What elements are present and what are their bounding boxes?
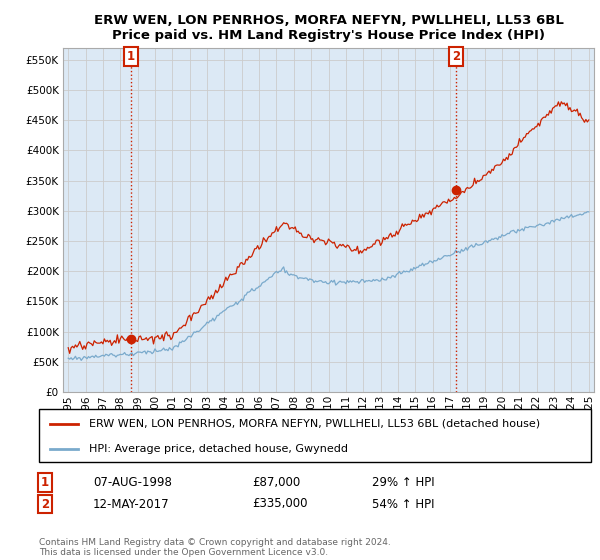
Text: ERW WEN, LON PENRHOS, MORFA NEFYN, PWLLHELI, LL53 6BL (detached house): ERW WEN, LON PENRHOS, MORFA NEFYN, PWLLH…: [89, 419, 540, 429]
Text: 2: 2: [41, 497, 49, 511]
Text: HPI: Average price, detached house, Gwynedd: HPI: Average price, detached house, Gwyn…: [89, 444, 347, 454]
Text: 1: 1: [41, 476, 49, 489]
Text: 12-MAY-2017: 12-MAY-2017: [93, 497, 170, 511]
Text: £87,000: £87,000: [252, 476, 300, 489]
Text: 2: 2: [452, 50, 460, 63]
Title: ERW WEN, LON PENRHOS, MORFA NEFYN, PWLLHELI, LL53 6BL
Price paid vs. HM Land Reg: ERW WEN, LON PENRHOS, MORFA NEFYN, PWLLH…: [94, 14, 563, 42]
Text: £335,000: £335,000: [252, 497, 308, 511]
FancyBboxPatch shape: [39, 409, 591, 462]
Text: 1: 1: [127, 50, 135, 63]
Text: 29% ↑ HPI: 29% ↑ HPI: [372, 476, 434, 489]
Text: Contains HM Land Registry data © Crown copyright and database right 2024.
This d: Contains HM Land Registry data © Crown c…: [39, 538, 391, 557]
Text: 07-AUG-1998: 07-AUG-1998: [93, 476, 172, 489]
Text: 54% ↑ HPI: 54% ↑ HPI: [372, 497, 434, 511]
